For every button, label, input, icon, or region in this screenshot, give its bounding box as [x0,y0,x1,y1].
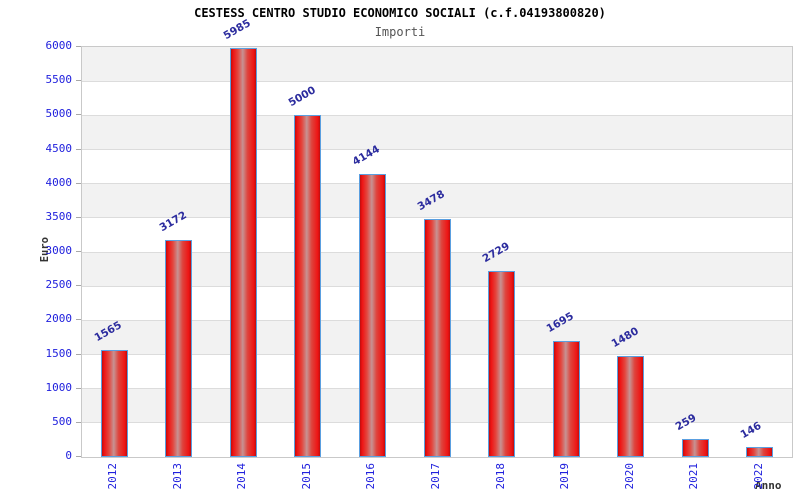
y-tick-mark [76,46,81,47]
y-tick-mark [76,456,81,457]
bar-2022 [746,447,774,457]
y-tick-mark [76,182,81,184]
y-tick-mark [76,421,81,423]
grid-band [82,183,792,218]
grid-band [82,81,792,116]
bar-2019 [552,341,580,457]
y-tick-mark [76,387,81,389]
x-axis-title: Anno [755,479,782,492]
x-tick-label: 2015 [299,463,313,490]
y-tick-label: 1500 [45,346,73,360]
x-tick-label: 2016 [364,463,378,490]
plot-area: 1565 3172 5985 5000 4144 3478 2729 1695 1480 259 1… [81,17,793,458]
y-tick-label: 4500 [45,141,73,155]
x-tick-label: 2019 [558,463,572,490]
grid-line [82,114,792,116]
bar-2014 [229,48,257,457]
x-tick-label: 2013 [170,463,184,490]
bar-2018 [488,270,516,457]
bar-2017 [423,219,451,457]
y-tick-mark [76,80,81,82]
y-tick-label: 4000 [45,175,73,189]
y-tick-label: 2500 [45,278,73,292]
y-tick-label: 500 [52,414,72,428]
grid-line [82,80,792,82]
x-tick-label: 2017 [429,463,442,490]
bar-2021 [681,439,709,457]
y-tick-label: 3500 [45,209,73,223]
grid-band [82,149,792,184]
y-tick-label: 2000 [45,312,73,326]
y-tick-mark [76,319,81,321]
y-tick-label: 3000 [45,244,73,257]
x-tick-label: 2014 [235,463,249,490]
y-tick-mark [76,353,81,355]
y-tick-label: 6000 [45,39,73,52]
y-tick-label: 1000 [45,380,73,394]
bar-2015 [294,115,322,457]
bar-2012 [100,350,128,457]
grid-line [82,183,792,185]
bar-2013 [165,240,193,457]
grid-band [82,47,792,82]
x-tick-label: 2018 [493,463,507,490]
x-tick-label: 2020 [622,463,636,490]
grid-band [82,115,792,150]
x-tick-label: 2012 [106,463,120,490]
y-tick-label: 5500 [45,73,73,87]
y-tick-label: 0 [65,449,72,462]
chart-title: CESTESS CENTRO STUDIO ECONOMICO SOCIALI … [194,6,606,20]
grid-line [82,149,792,150]
y-tick-mark [76,285,81,287]
y-tick-mark [76,148,81,150]
bar-2020 [617,355,645,457]
y-tick-mark [76,114,81,116]
chart-subtitle: Importi [374,25,426,39]
x-tick-label: 2022 [751,463,765,490]
x-tick-label: 2021 [687,463,701,490]
grid-line [82,217,792,219]
bar-value-label: 5985 [221,17,254,43]
y-tick-mark [76,216,81,218]
y-tick-label: 5000 [45,107,73,121]
bar-2016 [358,173,386,457]
y-tick-mark [76,251,81,252]
